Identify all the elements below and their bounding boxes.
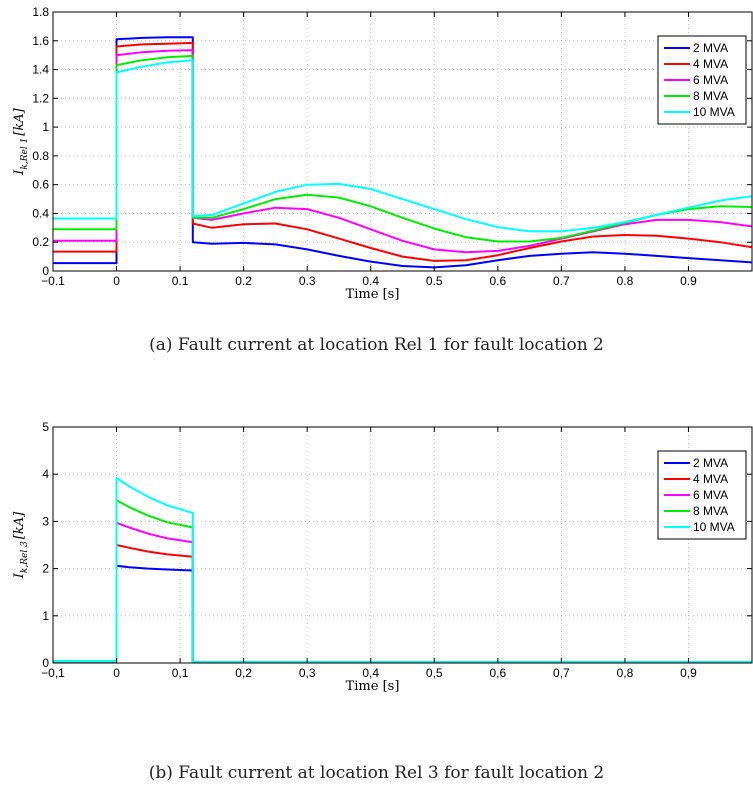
x-tick-label: 0.2 [235, 274, 252, 288]
x-tick-label: 0,2 [235, 666, 252, 680]
series-group [53, 477, 752, 664]
legend-entry: 8 MVA [693, 89, 728, 103]
legend-entry: 8 MVA [693, 504, 728, 518]
x-tick-label: −0.1 [41, 274, 65, 288]
legend-entry: 4 MVA [693, 472, 728, 486]
legend-entry: 6 MVA [693, 73, 728, 87]
x-tick-label: 0 [113, 666, 120, 680]
x-tick-label: 0,5 [426, 666, 443, 680]
axes-box [52, 11, 753, 272]
y-tick-label: 0 [42, 264, 49, 278]
x-tick-label: 0,4 [362, 666, 379, 680]
y-axis-label: Ik,Rel 1[kA] [12, 107, 30, 175]
x-tick-label: −0,1 [41, 666, 65, 680]
y-axis-label: Ik,Rel 3[kA] [12, 511, 30, 579]
legend-entry: 2 MVA [693, 41, 728, 55]
y-tick-label: 5 [42, 420, 49, 434]
x-tick-label: 0.4 [362, 274, 379, 288]
y-tick-label: 0.4 [32, 206, 49, 220]
series-line-10-mva [53, 477, 752, 664]
plot-area [53, 12, 752, 271]
y-tick-label: 3 [42, 514, 49, 528]
legend-entry: 2 MVA [693, 456, 728, 470]
x-tick-label: 0.7 [553, 274, 570, 288]
y-tick-label: 0 [42, 656, 49, 670]
x-tick-label: 0.3 [299, 274, 316, 288]
chart-fault-current-rel1: −0.1 0 0.1 0.2 0.3 0.4 0.5 0.6 0.7 0.8 0.900.20.40… [12, 5, 753, 302]
x-tick-label: 0,7 [553, 666, 570, 680]
y-tick-label: 1.8 [32, 5, 49, 19]
y-tick-label: 1.6 [32, 34, 49, 48]
x-tick-label: 0,9 [680, 666, 697, 680]
x-tick-label: 0,6 [489, 666, 506, 680]
y-tick-label: 0.8 [32, 149, 49, 163]
x-tick-label: 0.5 [426, 274, 443, 288]
series-group [53, 36, 752, 269]
caption-a: (a) Fault current at location Rel 1 for … [149, 335, 604, 355]
y-tick-label: 1 [42, 120, 49, 134]
series-line-10-mva [53, 59, 752, 233]
x-tick-label: 0.9 [680, 274, 697, 288]
series-line-2-mva [53, 36, 752, 269]
x-tick-label: 0,3 [299, 666, 316, 680]
axes-box [52, 426, 753, 664]
x-tick-label: 0.8 [617, 274, 634, 288]
y-tick-label: 0.2 [32, 235, 49, 249]
legend-entry: 4 MVA [693, 57, 728, 71]
plot-area [53, 427, 752, 663]
y-tick-label: 0.6 [32, 178, 49, 192]
y-tick-label: 4 [42, 467, 49, 481]
y-tick-label: 1 [42, 609, 49, 623]
x-tick-label: 0.6 [489, 274, 506, 288]
series-line-6-mva [53, 49, 752, 254]
chart-fault-current-rel3: −0,1 0 0,1 0,2 0,3 0,4 0,5 0,6 0,7 0,8 0,9012345Ti… [12, 420, 753, 694]
series-line-4-mva [53, 41, 752, 262]
legend-entry: 10 MVA [693, 105, 735, 119]
x-tick-label: 0.1 [172, 274, 189, 288]
y-tick-label: 2 [42, 562, 49, 576]
x-axis-label: Time [s] [346, 287, 400, 302]
y-tick-label: 1.2 [32, 91, 49, 105]
x-tick-label: 0,1 [172, 666, 189, 680]
x-tick-label: 0 [113, 274, 120, 288]
x-tick-label: 0,8 [617, 666, 634, 680]
legend-entry: 10 MVA [693, 520, 735, 534]
caption-b: (b) Fault current at location Rel 3 for … [148, 763, 605, 783]
legend-entry: 6 MVA [693, 488, 728, 502]
y-tick-label: 1.4 [32, 63, 49, 77]
x-axis-label: Time [s] [346, 679, 400, 694]
